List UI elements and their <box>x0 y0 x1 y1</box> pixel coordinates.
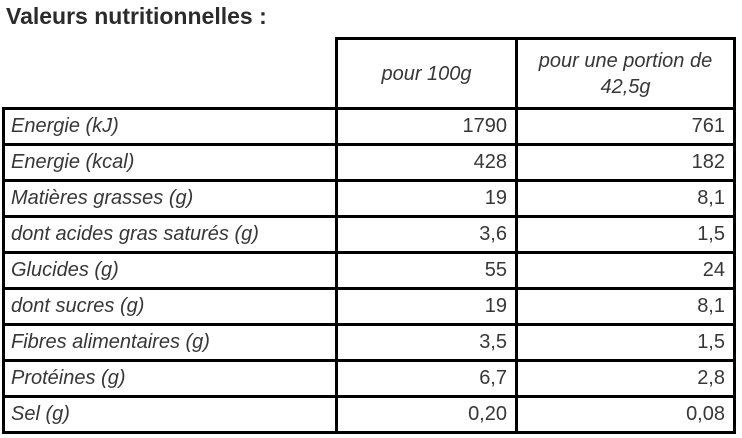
table-row: Protéines (g) 6,7 2,8 <box>2 359 736 398</box>
table-row: Energie (kJ) 1790 761 <box>2 107 736 146</box>
row-label: Glucides (g) <box>2 251 338 290</box>
row-label: Fibres alimentaires (g) <box>2 323 338 362</box>
value-per-100g: 6,7 <box>335 359 518 398</box>
value-per-portion: 0,08 <box>515 395 736 434</box>
value-per-portion: 8,1 <box>515 287 736 326</box>
value-per-portion: 8,1 <box>515 179 736 218</box>
table-row: Glucides (g) 55 24 <box>2 251 736 290</box>
value-per-100g: 55 <box>335 251 518 290</box>
value-per-100g: 3,6 <box>335 215 518 254</box>
value-per-100g: 1790 <box>335 107 518 146</box>
header-empty-corner <box>4 39 337 109</box>
value-per-100g: 19 <box>335 179 518 218</box>
value-per-portion: 2,8 <box>515 359 736 398</box>
value-per-portion: 24 <box>515 251 736 290</box>
value-per-portion: 761 <box>515 107 736 146</box>
table-row: dont acides gras saturés (g) 3,6 1,5 <box>2 215 736 254</box>
table-header-row: pour 100g pour une portion de 42,5g <box>4 37 736 110</box>
nutrition-table: pour 100g pour une portion de 42,5g Ener… <box>2 37 736 434</box>
value-per-100g: 3,5 <box>335 323 518 362</box>
table-row: Sel (g) 0,20 0,08 <box>2 395 736 434</box>
row-label: Matières grasses (g) <box>2 179 338 218</box>
column-header-per-portion: pour une portion de 42,5g <box>515 37 736 110</box>
value-per-100g: 428 <box>335 143 518 182</box>
row-label: Energie (kcal) <box>2 143 338 182</box>
value-per-portion: 1,5 <box>515 323 736 362</box>
value-per-100g: 0,20 <box>335 395 518 434</box>
row-label: Protéines (g) <box>2 359 338 398</box>
table-row: Matières grasses (g) 19 8,1 <box>2 179 736 218</box>
table-row: Fibres alimentaires (g) 3,5 1,5 <box>2 323 736 362</box>
page-title: Valeurs nutritionnelles : <box>6 3 267 29</box>
row-label: Sel (g) <box>2 395 338 434</box>
row-label: dont acides gras saturés (g) <box>2 215 338 254</box>
value-per-portion: 182 <box>515 143 736 182</box>
value-per-portion: 1,5 <box>515 215 736 254</box>
table-row: dont sucres (g) 19 8,1 <box>2 287 736 326</box>
value-per-100g: 19 <box>335 287 518 326</box>
row-label: dont sucres (g) <box>2 287 338 326</box>
column-header-per-100g: pour 100g <box>335 37 518 110</box>
table-row: Energie (kcal) 428 182 <box>2 143 736 182</box>
row-label: Energie (kJ) <box>2 107 338 146</box>
